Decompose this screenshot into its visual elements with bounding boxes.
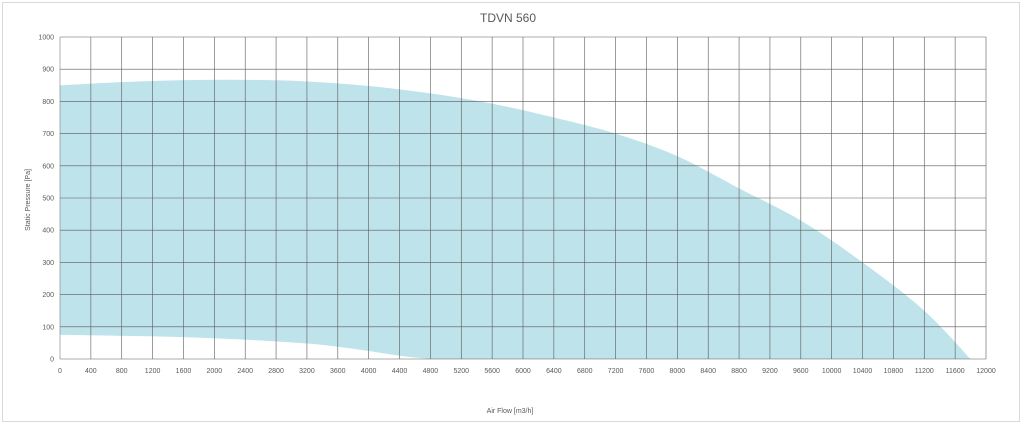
- x-tick-label: 3200: [299, 368, 315, 375]
- y-axis-ticks: 0 100 200 300 400 500 600 700 800 900 1000: [38, 35, 54, 364]
- x-axis-ticks: 0 400 800 1200 1600 2000 2400 2800 3200 3600 4000 4…: [58, 368, 996, 375]
- y-tick-label: 500: [42, 196, 54, 203]
- operating-area: [60, 79, 971, 359]
- x-tick-label: 12000: [976, 368, 996, 375]
- y-tick-label: 200: [42, 292, 54, 299]
- y-tick-label: 800: [42, 99, 54, 106]
- x-tick-label: 400: [85, 368, 97, 375]
- y-tick-label: 900: [42, 67, 54, 74]
- x-tick-label: 3600: [330, 368, 346, 375]
- x-tick-label: 4000: [361, 368, 377, 375]
- x-tick-label: 10400: [853, 368, 873, 375]
- x-tick-label: 1200: [145, 368, 161, 375]
- x-axis-label: Air Flow [m3/h]: [487, 408, 534, 415]
- x-tick-label: 2800: [268, 368, 284, 375]
- y-tick-label: 300: [42, 260, 54, 267]
- operating-area-fill: [60, 79, 971, 359]
- y-tick-label: 700: [42, 131, 54, 138]
- x-tick-label: 8000: [670, 368, 686, 375]
- x-tick-label: 2000: [207, 368, 223, 375]
- y-tick-label: 400: [42, 228, 54, 235]
- x-tick-label: 5200: [453, 368, 469, 375]
- x-tick-label: 5600: [484, 368, 500, 375]
- x-tick-label: 1600: [176, 368, 192, 375]
- x-tick-label: 7200: [608, 368, 624, 375]
- x-tick-label: 10000: [822, 368, 842, 375]
- x-tick-label: 9200: [762, 368, 778, 375]
- x-tick-label: 6800: [577, 368, 593, 375]
- x-tick-label: 9600: [793, 368, 809, 375]
- y-tick-label: 100: [42, 324, 54, 331]
- x-tick-label: 10800: [884, 368, 904, 375]
- chart-title: TDVN 560: [480, 11, 536, 25]
- x-tick-label: 800: [116, 368, 128, 375]
- x-tick-label: 6000: [515, 368, 531, 375]
- chart-frame: TDVN 560 0 400 800 1200 1600 2000 2400 2800 3200…: [2, 2, 1020, 422]
- x-tick-label: 11200: [915, 368, 934, 375]
- y-tick-label: 600: [42, 163, 54, 170]
- x-tick-label: 8800: [731, 368, 747, 375]
- grid-lines: [59, 36, 987, 360]
- x-tick-label: 7600: [639, 368, 655, 375]
- y-tick-label: 1000: [38, 35, 54, 42]
- x-tick-label: 8400: [700, 368, 716, 375]
- x-tick-label: 11600: [946, 368, 965, 375]
- x-tick-label: 0: [58, 368, 62, 375]
- fan-curve-chart: TDVN 560 0 400 800 1200 1600 2000 2400 2800 3200…: [25, 11, 996, 415]
- x-tick-label: 6400: [546, 368, 562, 375]
- y-tick-label: 0: [50, 357, 54, 364]
- x-tick-label: 2400: [237, 368, 253, 375]
- x-tick-label: 4800: [423, 368, 439, 375]
- y-axis-label: Static Pressure [Pa]: [25, 169, 32, 231]
- x-tick-label: 4400: [392, 368, 408, 375]
